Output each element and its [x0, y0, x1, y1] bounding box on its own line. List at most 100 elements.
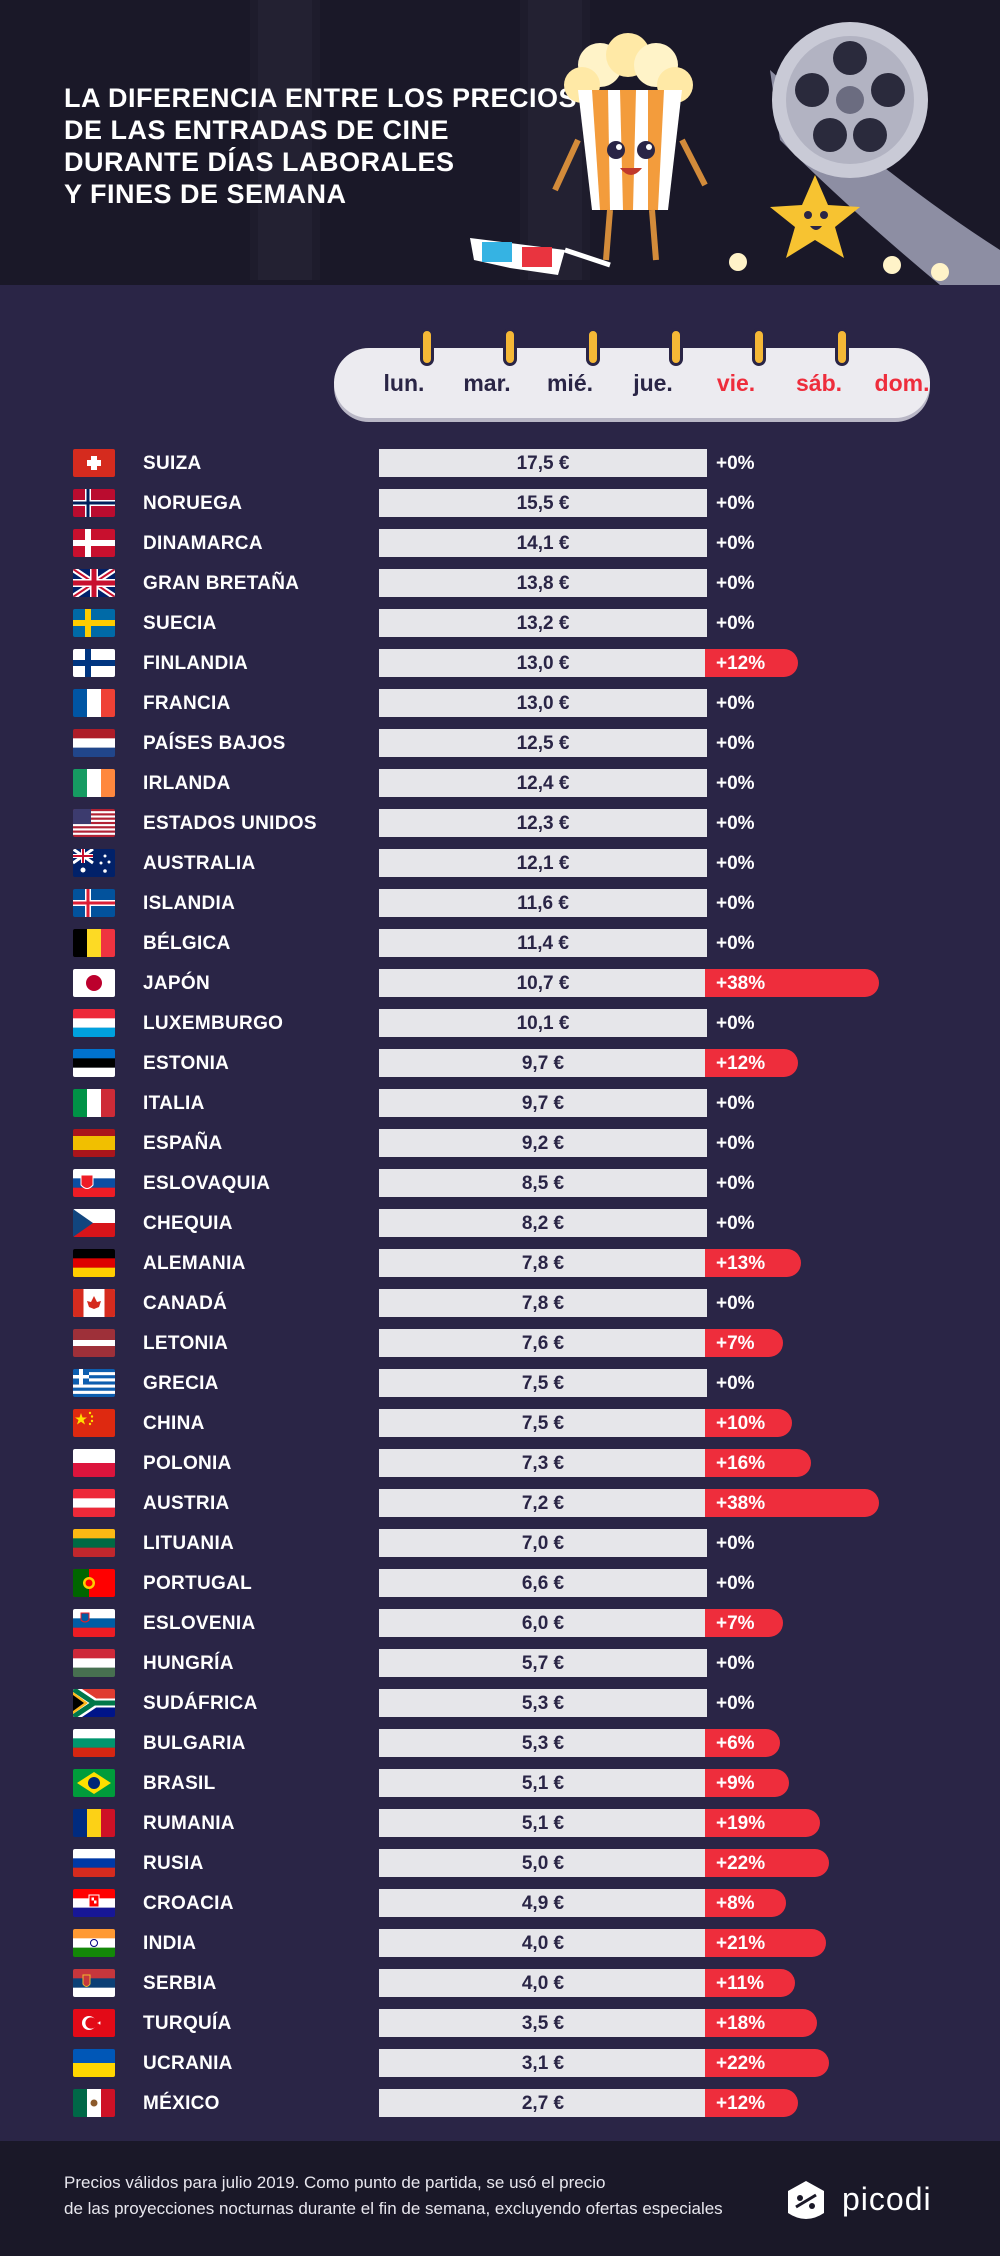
flag-fr-icon: [73, 689, 115, 717]
price-bar: [379, 1689, 707, 1717]
increase-label: +0%: [716, 493, 755, 514]
flag-us-icon: [73, 809, 115, 837]
flag-au-icon: [73, 849, 115, 877]
flag-cz-icon: [73, 1209, 115, 1237]
popcorn-kernel-icon: [931, 263, 949, 281]
price-label: 12,4 €: [516, 773, 570, 794]
price-label: 5,1 €: [521, 1773, 565, 1794]
country-label: BULGARIA: [143, 1733, 246, 1754]
flag-lv-icon: [73, 1329, 115, 1357]
price-label: 8,2 €: [521, 1213, 565, 1234]
flag-rs-icon: [73, 1969, 115, 1997]
increase-bar: [705, 1489, 879, 1517]
country-label: ESTADOS UNIDOS: [143, 813, 317, 834]
flag-hr-icon: [73, 1889, 115, 1917]
chart-row: ESLOVENIA 6,0 € +7%: [0, 1608, 1000, 1638]
price-label: 13,0 €: [516, 653, 570, 674]
footnote: Precios válidos para julio 2019. Como pu…: [64, 2173, 606, 2192]
price-label: 12,3 €: [516, 813, 570, 834]
price-bar: [379, 1969, 707, 1997]
day-label: vie.: [716, 370, 756, 396]
increase-label: +19%: [716, 1813, 766, 1834]
flag-hu-icon: [73, 1649, 115, 1677]
cinema-illustration: [470, 22, 1000, 285]
increase-label: +9%: [716, 1773, 755, 1794]
increase-bar: [705, 1729, 780, 1757]
country-label: BÉLGICA: [143, 933, 231, 954]
increase-label: +0%: [716, 893, 755, 914]
flag-gb-icon: [73, 569, 115, 597]
price-bar: [379, 929, 707, 957]
price-label: 3,5 €: [521, 2013, 565, 2034]
price-bar: [379, 449, 707, 477]
flag-ch-icon: [73, 449, 115, 477]
price-bar: [379, 1049, 707, 1077]
increase-label: +7%: [716, 1613, 755, 1634]
price-bar: [379, 1289, 707, 1317]
chart-row: AUSTRALIA 12,1 € +0%: [0, 848, 1000, 878]
chart-row: SUECIA 13,2 € +0%: [0, 608, 1000, 638]
country-label: CROACIA: [143, 1893, 234, 1914]
price-bar: [379, 809, 707, 837]
country-label: PAÍSES BAJOS: [143, 733, 286, 754]
chart-row: LUXEMBURGO 10,1 € +0%: [0, 1008, 1000, 1038]
country-label: RUSIA: [143, 1853, 204, 1874]
chart-row: ESPAÑA 9,2 € +0%: [0, 1128, 1000, 1158]
increase-label: +0%: [716, 693, 755, 714]
price-bar: [379, 1209, 707, 1237]
chart-row: BÉLGICA 11,4 € +0%: [0, 928, 1000, 958]
price-bar: [379, 1769, 707, 1797]
chart-row: SUIZA 17,5 € +0%: [0, 448, 1000, 478]
flag-ro-icon: [73, 1809, 115, 1837]
price-bar: [379, 729, 707, 757]
price-bar: [379, 849, 707, 877]
flag-in-icon: [73, 1929, 115, 1957]
flag-si-icon: [73, 1609, 115, 1637]
flag-de-icon: [73, 1249, 115, 1277]
increase-label: +6%: [716, 1733, 755, 1754]
country-label: UCRANIA: [143, 2053, 233, 2074]
country-label: AUSTRALIA: [143, 853, 256, 874]
price-bar: [379, 889, 707, 917]
chart-row: POLONIA 7,3 € +16%: [0, 1448, 1000, 1478]
price-bar: [379, 649, 707, 677]
flag-ie-icon: [73, 769, 115, 797]
price-label: 7,3 €: [521, 1453, 565, 1474]
increase-label: +0%: [716, 933, 755, 954]
price-label: 11,6 €: [517, 893, 569, 914]
increase-label: +38%: [716, 973, 766, 994]
increase-label: +0%: [716, 1213, 755, 1234]
title-line: Y FINES DE SEMANA: [64, 179, 347, 209]
country-label: GRECIA: [143, 1373, 219, 1394]
price-label: 7,8 €: [521, 1293, 565, 1314]
increase-bar: [705, 1409, 792, 1437]
chart-row: JAPÓN 10,7 € +38%: [0, 968, 1000, 998]
country-label: POLONIA: [143, 1453, 232, 1474]
picodi-logo-icon: [788, 2181, 824, 2219]
price-bar: [379, 1569, 707, 1597]
increase-label: +21%: [716, 1933, 766, 1954]
increase-bar: [705, 1889, 786, 1917]
flag-mx-icon: [73, 2089, 115, 2117]
increase-label: +38%: [716, 1493, 766, 1514]
price-bar: [379, 1449, 707, 1477]
flag-fi-icon: [73, 649, 115, 677]
footnote: de las proyecciones nocturnas durante el…: [64, 2199, 723, 2218]
increase-bar: [705, 1249, 802, 1277]
price-bar: [379, 1849, 707, 1877]
country-label: IRLANDA: [143, 773, 231, 794]
increase-label: +0%: [716, 1173, 755, 1194]
increase-label: +0%: [716, 1653, 755, 1674]
flag-lu-icon: [73, 1009, 115, 1037]
country-label: CHEQUIA: [143, 1213, 233, 1234]
price-label: 9,2 €: [521, 1133, 565, 1154]
increase-label: +0%: [716, 1133, 755, 1154]
increase-label: +0%: [716, 1693, 755, 1714]
increase-label: +0%: [716, 613, 755, 634]
calendar-ring-icon: [503, 328, 517, 366]
country-label: BRASIL: [143, 1773, 216, 1794]
price-label: 6,0 €: [521, 1613, 565, 1634]
chart-row: MÉXICO 2,7 € +12%: [0, 2088, 1000, 2118]
increase-label: +12%: [716, 2093, 766, 2114]
price-bar: [379, 529, 707, 557]
